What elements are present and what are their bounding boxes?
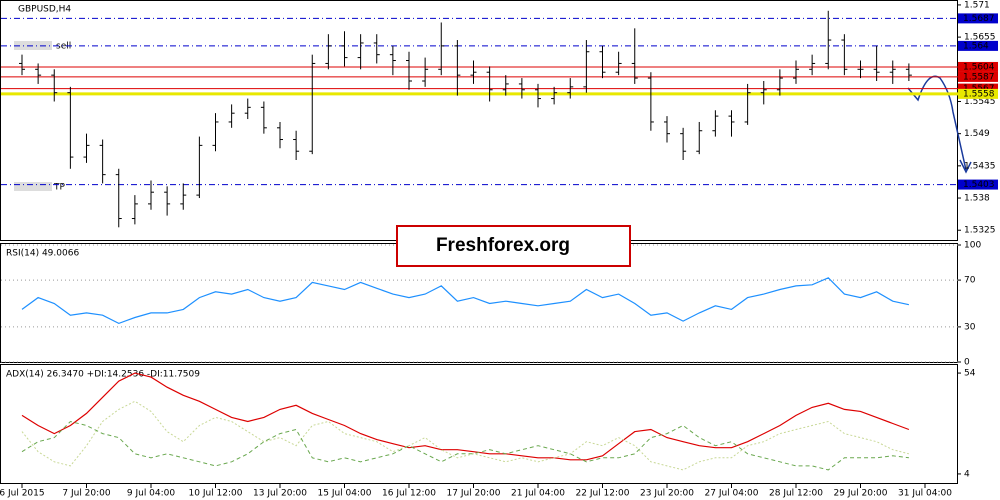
x-tick-label: 13 Jul 20:00 bbox=[253, 489, 307, 499]
y-tick-label: 1.5325 bbox=[964, 226, 996, 236]
rsi-title: RSI(14) 49.0066 bbox=[6, 249, 79, 259]
y-tick-label: 100 bbox=[964, 241, 981, 251]
y-tick-label: 54 bbox=[964, 369, 976, 379]
y-tick-label: 1.5545 bbox=[964, 97, 996, 107]
level-label: 1.5558 bbox=[963, 89, 995, 99]
x-tick-label: 29 Jul 20:00 bbox=[834, 489, 888, 499]
x-tick-label: 21 Jul 04:00 bbox=[511, 489, 565, 499]
level-label: 1.5587 bbox=[963, 72, 995, 82]
x-tick-label: 16 Jul 12:00 bbox=[382, 489, 436, 499]
watermark-box bbox=[396, 225, 631, 267]
adx-title: ADX(14) 26.3470 +DI:14.2536 -DI:11.7509 bbox=[6, 370, 200, 380]
indicator-line bbox=[21, 400, 910, 471]
level-label: 1.5403 bbox=[963, 180, 995, 190]
level-label: 1.5604 bbox=[963, 62, 995, 72]
indicator-line bbox=[21, 277, 910, 325]
x-tick-label: 9 Jul 04:00 bbox=[127, 489, 176, 499]
y-tick-label: 30 bbox=[964, 322, 976, 332]
y-tick-label: 1.5655 bbox=[964, 33, 996, 43]
level-label-box bbox=[958, 179, 998, 190]
x-tick-label: 28 Jul 12:00 bbox=[769, 489, 823, 499]
x-tick-label: 7 Jul 20:00 bbox=[62, 489, 111, 499]
y-tick-label: 70 bbox=[964, 276, 976, 286]
indicator-line bbox=[21, 420, 909, 471]
forecast-arrowhead bbox=[959, 159, 972, 174]
x-tick-label: 23 Jul 20:00 bbox=[640, 489, 694, 499]
level-label-box bbox=[958, 71, 998, 82]
blurred-label bbox=[14, 182, 52, 191]
annotation: sell bbox=[56, 42, 71, 52]
x-tick-label: 22 Jul 12:00 bbox=[576, 489, 630, 499]
y-tick-label: 1.571 bbox=[964, 0, 990, 10]
x-tick-label: 27 Jul 04:00 bbox=[705, 489, 759, 499]
watermark: Freshforex.org bbox=[396, 225, 631, 267]
y-tick-label: 1.5435 bbox=[964, 161, 996, 171]
x-tick-label: 15 Jul 04:00 bbox=[318, 489, 372, 499]
level-label-box bbox=[958, 88, 998, 99]
x-tick-label: 31 Jul 04:00 bbox=[898, 489, 952, 499]
y-tick-label: 0 bbox=[964, 358, 970, 368]
y-tick-label: 1.549 bbox=[964, 129, 990, 139]
adx-panel bbox=[0, 364, 958, 484]
x-tick-label: 17 Jul 20:00 bbox=[447, 489, 501, 499]
level-label: 1.564 bbox=[963, 41, 989, 51]
watermark-text: Freshforex.org bbox=[436, 235, 570, 256]
y-tick-label: 4 bbox=[964, 469, 970, 479]
annotation: TP bbox=[53, 183, 65, 193]
level-label-box bbox=[958, 83, 998, 94]
indicator-line bbox=[21, 372, 910, 461]
x-tick-label: 10 Jul 12:00 bbox=[189, 489, 243, 499]
x-tick-label: 6 Jul 2015 bbox=[0, 489, 45, 499]
symbol-title: GBPUSD,H4 bbox=[18, 5, 71, 15]
level-label-box bbox=[958, 61, 998, 72]
y-tick-label: 1.538 bbox=[964, 194, 990, 204]
level-label-box bbox=[958, 40, 998, 51]
forecast-arrow bbox=[907, 75, 967, 171]
level-label-box bbox=[958, 13, 998, 24]
level-label: 1.5687 bbox=[963, 14, 995, 24]
